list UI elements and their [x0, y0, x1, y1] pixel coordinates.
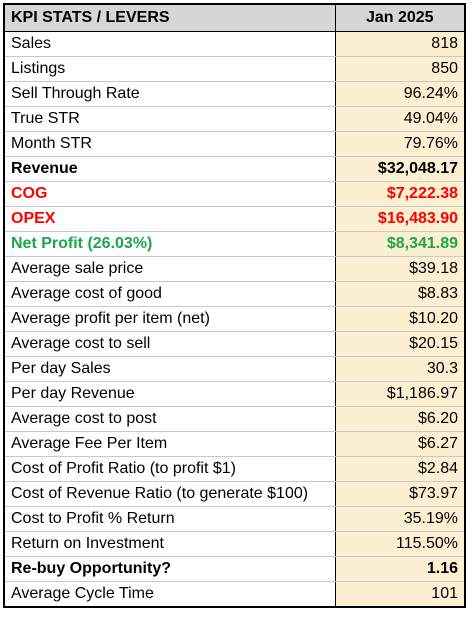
kpi-value-cell[interactable]: 35.19% — [335, 506, 464, 532]
kpi-label-cell[interactable]: Sell Through Rate — [5, 81, 336, 107]
kpi-value-cell[interactable]: 1.16 — [335, 556, 464, 582]
table-row: Average cost to sell $20.15 — [5, 331, 464, 357]
kpi-label-cell[interactable]: Per day Revenue — [5, 381, 336, 407]
kpi-value-cell[interactable]: 49.04% — [335, 106, 464, 132]
table-row: OPEX $16,483.90 — [5, 206, 464, 232]
kpi-label-cell[interactable]: Average profit per item (net) — [5, 306, 336, 332]
kpi-table-container: KPI STATS / LEVERS Jan 2025 Sales 818 List… — [3, 3, 466, 608]
kpi-label-cell[interactable]: Sales — [5, 31, 336, 57]
table-row: Per day Revenue $1,186.97 — [5, 381, 464, 407]
kpi-value-cell[interactable]: $2.84 — [335, 456, 464, 482]
kpi-label-cell[interactable]: Month STR — [5, 131, 336, 157]
kpi-label-cell[interactable]: COG — [5, 181, 336, 207]
table-row: Net Profit (26.03%) $8,341.89 — [5, 231, 464, 257]
month-column-header[interactable]: Jan 2025 — [335, 5, 464, 32]
table-row: Cost of Revenue Ratio (to generate $100)… — [5, 481, 464, 507]
kpi-value-cell[interactable]: $16,483.90 — [335, 206, 464, 232]
table-row: Cost of Profit Ratio (to profit $1) $2.84 — [5, 456, 464, 482]
kpi-label-cell[interactable]: Average sale price — [5, 256, 336, 282]
table-row: Average Fee Per Item $6.27 — [5, 431, 464, 457]
kpi-label-cell[interactable]: Average Fee Per Item — [5, 431, 336, 457]
kpi-value-cell[interactable]: $8.83 — [335, 281, 464, 307]
kpi-label-cell[interactable]: Average cost to sell — [5, 331, 336, 357]
kpi-label-cell[interactable]: Cost to Profit % Return — [5, 506, 336, 532]
table-row: COG $7,222.38 — [5, 181, 464, 207]
kpi-value-cell[interactable]: $10.20 — [335, 306, 464, 332]
kpi-value-cell[interactable]: $6.20 — [335, 406, 464, 432]
table-row: Average profit per item (net) $10.20 — [5, 306, 464, 332]
kpi-label-cell[interactable]: True STR — [5, 106, 336, 132]
kpi-value-cell[interactable]: 96.24% — [335, 81, 464, 107]
kpi-value-cell[interactable]: $73.97 — [335, 481, 464, 507]
kpi-value-cell[interactable]: $6.27 — [335, 431, 464, 457]
kpi-value-cell[interactable]: $1,186.97 — [335, 381, 464, 407]
kpi-label-cell[interactable]: Cost of Profit Ratio (to profit $1) — [5, 456, 336, 482]
table-row: Sell Through Rate 96.24% — [5, 81, 464, 107]
kpi-label-cell[interactable]: Per day Sales — [5, 356, 336, 382]
kpi-value-cell[interactable]: 115.50% — [335, 531, 464, 557]
table-row: Average Cycle Time 101 — [5, 581, 464, 606]
kpi-label-cell[interactable]: Re-buy Opportunity? — [5, 556, 336, 582]
kpi-label-cell[interactable]: OPEX — [5, 206, 336, 232]
kpi-value-cell[interactable]: 30.3 — [335, 356, 464, 382]
kpi-label-cell[interactable]: Average cost of good — [5, 281, 336, 307]
table-row: Per day Sales 30.3 — [5, 356, 464, 382]
kpi-column-header[interactable]: KPI STATS / LEVERS — [5, 5, 336, 32]
table-row: Listings 850 — [5, 56, 464, 82]
kpi-value-cell[interactable]: $32,048.17 — [335, 156, 464, 182]
table-row: Return on Investment 115.50% — [5, 531, 464, 557]
header-row: KPI STATS / LEVERS Jan 2025 — [5, 5, 464, 32]
kpi-value-cell[interactable]: 850 — [335, 56, 464, 82]
kpi-label-cell[interactable]: Average Cycle Time — [5, 581, 336, 606]
table-row: Month STR 79.76% — [5, 131, 464, 157]
table-row: Average cost of good $8.83 — [5, 281, 464, 307]
table-row: Sales 818 — [5, 31, 464, 57]
kpi-label-cell[interactable]: Revenue — [5, 156, 336, 182]
kpi-value-cell[interactable]: $7,222.38 — [335, 181, 464, 207]
table-row: Average sale price $39.18 — [5, 256, 464, 282]
table-row: Cost to Profit % Return 35.19% — [5, 506, 464, 532]
kpi-table-body: Sales 818 Listings 850 Sell Through Rate 96.2… — [5, 31, 464, 606]
kpi-value-cell[interactable]: 818 — [335, 31, 464, 57]
kpi-label-cell[interactable]: Cost of Revenue Ratio (to generate $100) — [5, 481, 336, 507]
kpi-table: KPI STATS / LEVERS Jan 2025 Sales 818 List… — [5, 5, 464, 606]
kpi-value-cell[interactable]: $20.15 — [335, 331, 464, 357]
table-row: Revenue $32,048.17 — [5, 156, 464, 182]
kpi-value-cell[interactable]: $39.18 — [335, 256, 464, 282]
kpi-label-cell[interactable]: Return on Investment — [5, 531, 336, 557]
table-row: Re-buy Opportunity? 1.16 — [5, 556, 464, 582]
table-row: Average cost to post $6.20 — [5, 406, 464, 432]
kpi-label-cell[interactable]: Listings — [5, 56, 336, 82]
kpi-label-cell[interactable]: Average cost to post — [5, 406, 336, 432]
kpi-value-cell[interactable]: 79.76% — [335, 131, 464, 157]
kpi-value-cell[interactable]: $8,341.89 — [335, 231, 464, 257]
kpi-value-cell[interactable]: 101 — [335, 581, 464, 606]
kpi-label-cell[interactable]: Net Profit (26.03%) — [5, 231, 336, 257]
table-row: True STR 49.04% — [5, 106, 464, 132]
